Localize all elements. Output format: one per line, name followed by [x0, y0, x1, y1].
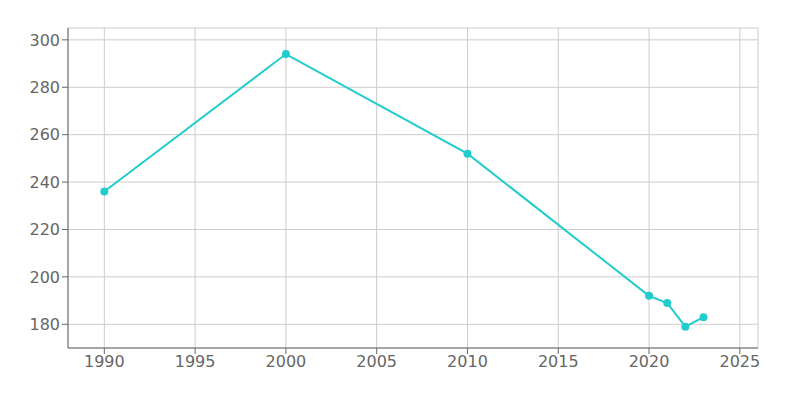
svg-text:2020: 2020 [629, 352, 670, 371]
svg-text:260: 260 [29, 125, 60, 144]
svg-text:2000: 2000 [266, 352, 307, 371]
svg-text:240: 240 [29, 173, 60, 192]
svg-text:2025: 2025 [719, 352, 760, 371]
svg-text:2005: 2005 [356, 352, 397, 371]
svg-text:1995: 1995 [175, 352, 216, 371]
svg-text:300: 300 [29, 31, 60, 50]
svg-text:180: 180 [29, 315, 60, 334]
svg-text:200: 200 [29, 268, 60, 287]
svg-text:2015: 2015 [538, 352, 579, 371]
svg-text:280: 280 [29, 78, 60, 97]
svg-text:220: 220 [29, 220, 60, 239]
svg-text:2010: 2010 [447, 352, 488, 371]
svg-text:1990: 1990 [84, 352, 125, 371]
